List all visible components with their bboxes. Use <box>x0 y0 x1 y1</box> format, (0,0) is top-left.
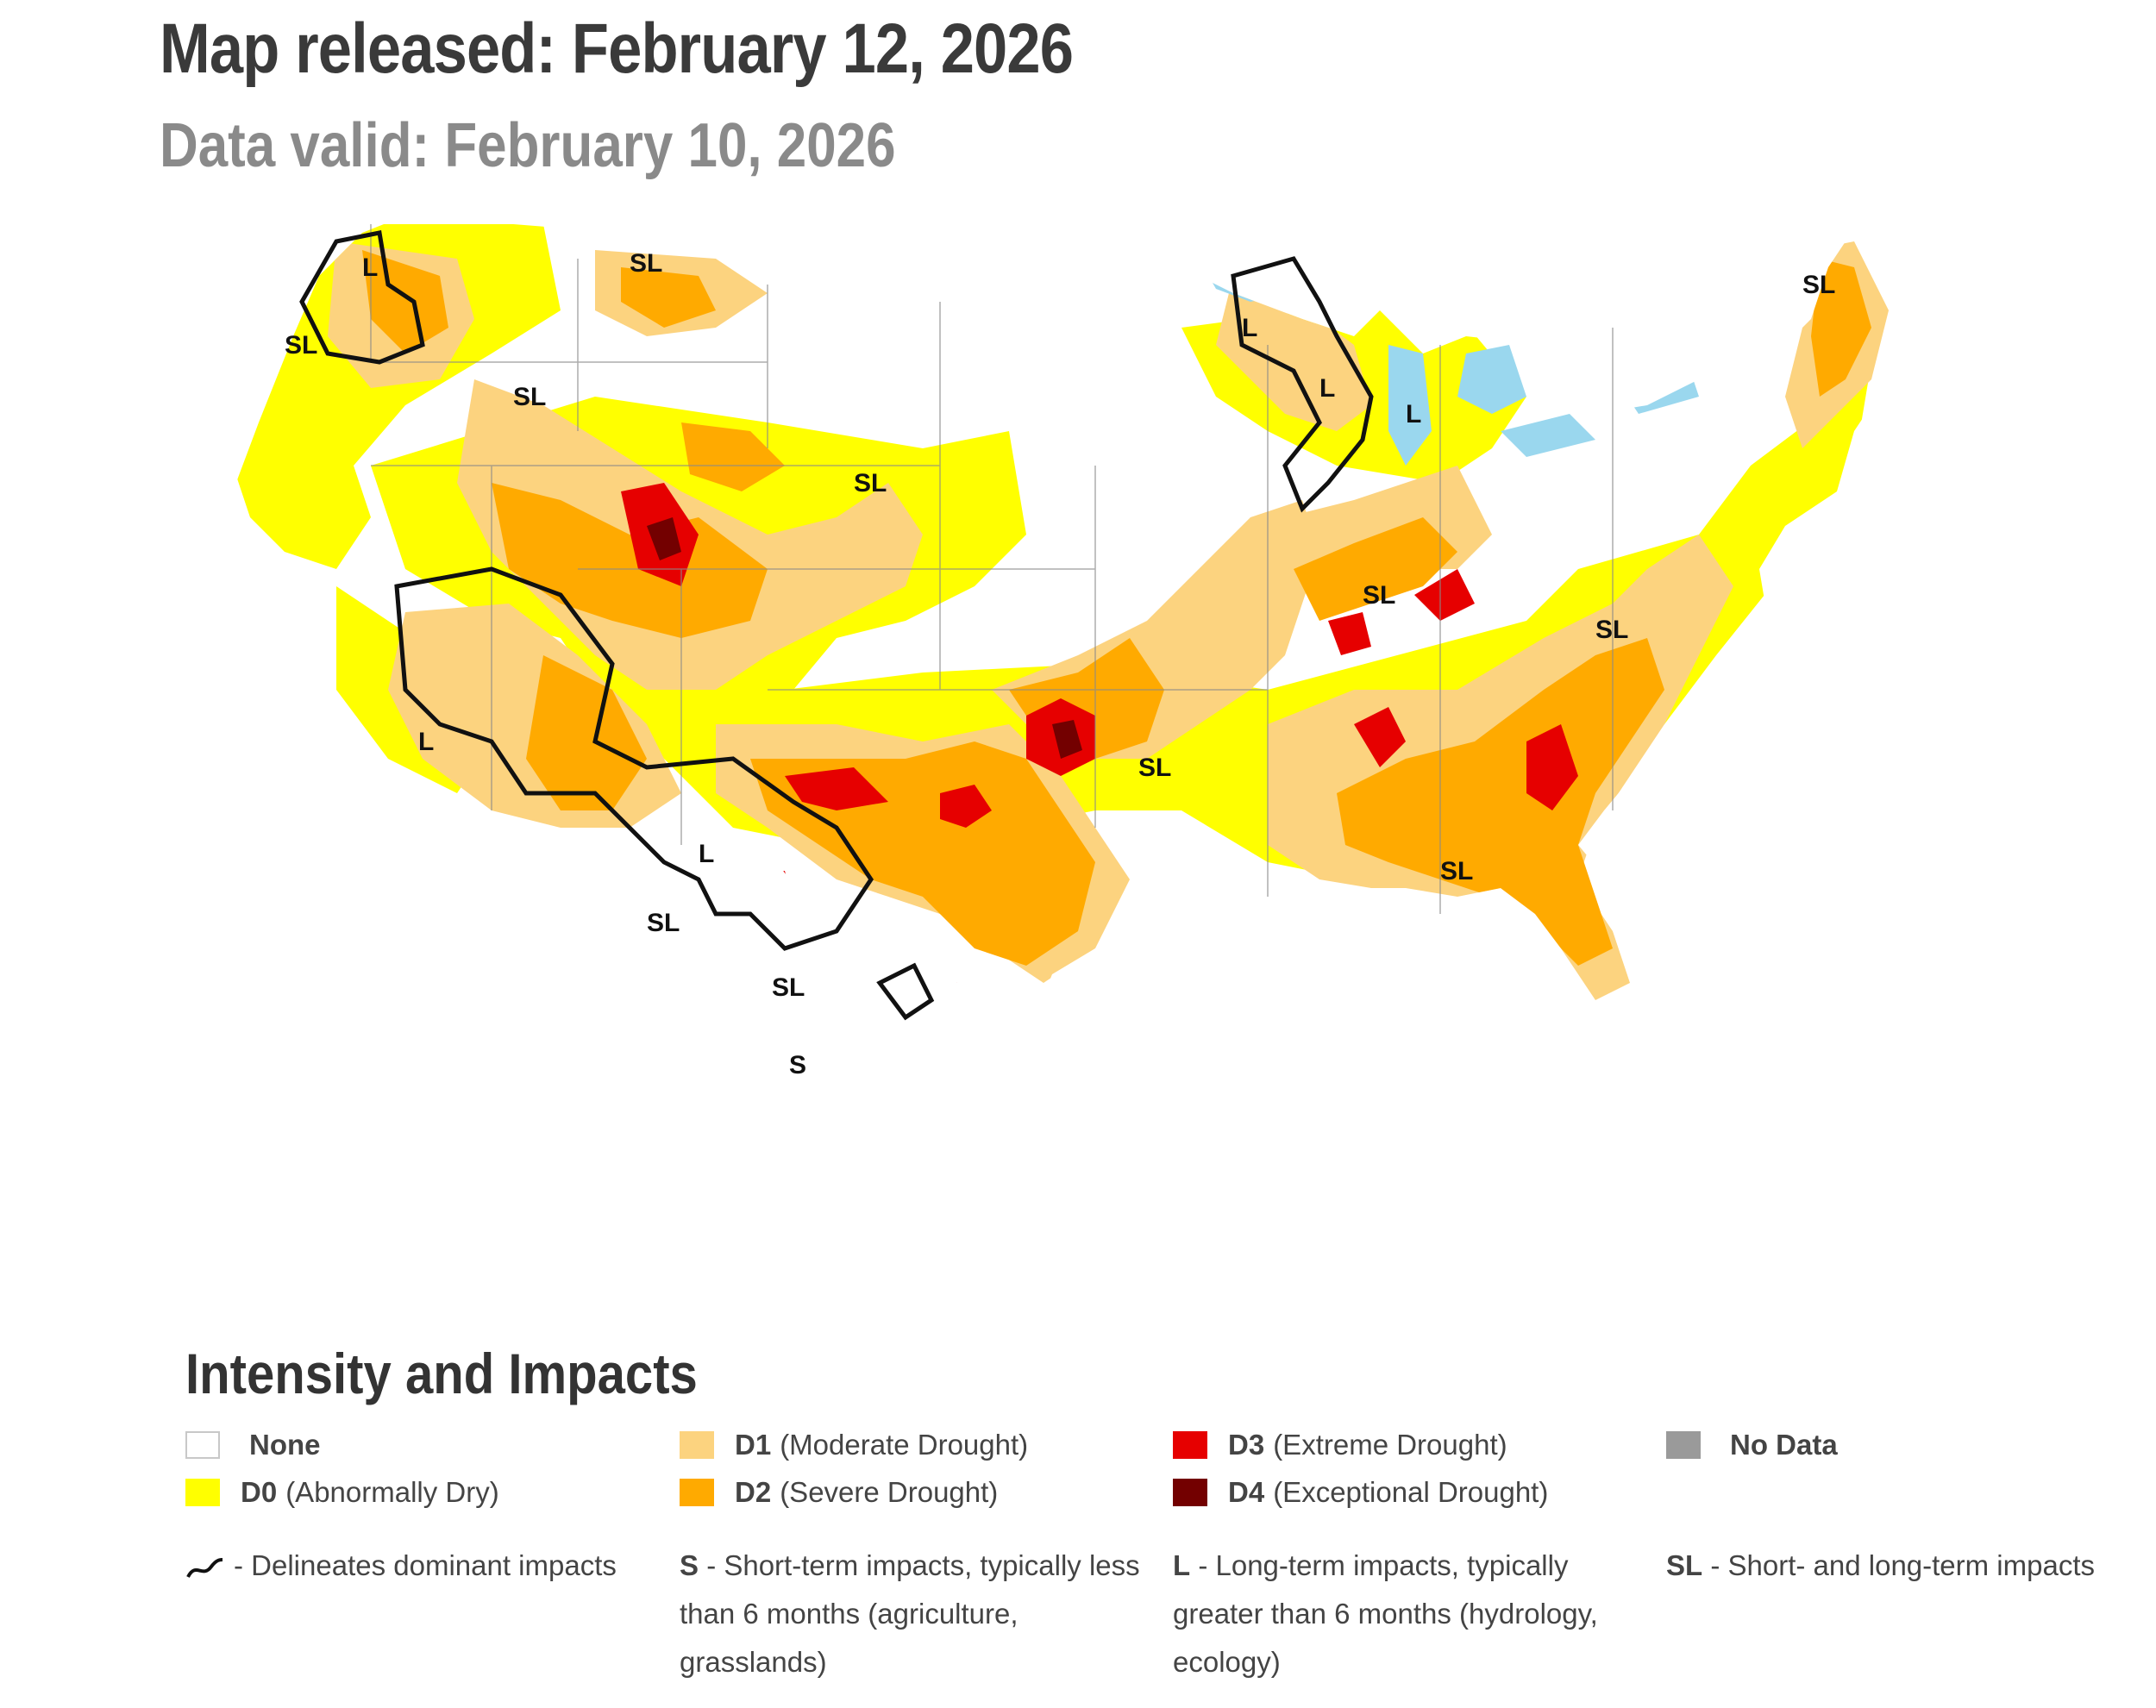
legend-item-none: None <box>185 1429 321 1461</box>
d0-swatch <box>185 1479 220 1506</box>
state-borders <box>370 224 1614 914</box>
impact-label: L <box>1319 374 1335 403</box>
impact-l-text2: greater than 6 months (hydrology, <box>1173 1598 1598 1630</box>
legend-title: Intensity and Impacts <box>185 1342 698 1405</box>
impact-l-legend: L - Long-term impacts, typically greater… <box>1173 1542 1598 1686</box>
impact-sl-text: - Short- and long-term impacts <box>1710 1549 2096 1581</box>
impact-label: L <box>418 728 434 756</box>
impact-s-text2: than 6 months (agriculture, <box>680 1598 1018 1630</box>
legend-code: D1 <box>735 1429 772 1461</box>
impact-label: SL <box>513 383 546 411</box>
impact-label: L <box>1242 314 1257 342</box>
legend-item-d1: D1 (Moderate Drought) <box>680 1429 1028 1461</box>
impact-label: S <box>789 1051 806 1079</box>
impact-line-legend: - Delineates dominant impacts <box>185 1542 617 1590</box>
legend-code: D3 <box>1228 1429 1265 1461</box>
legend-label: (Severe Drought) <box>780 1476 999 1508</box>
d4-region <box>647 517 1082 759</box>
none-swatch <box>185 1431 220 1459</box>
impact-delineations <box>299 230 1374 1021</box>
legend-label: (Abnormally Dry) <box>285 1476 499 1508</box>
legend-label: No Data <box>1730 1429 1838 1461</box>
map-released-title: Map released: February 12, 2026 <box>160 9 1074 88</box>
legend-label: (Exceptional Drought) <box>1273 1476 1549 1508</box>
impact-l-text: - Long-term impacts, typically <box>1198 1549 1569 1581</box>
legend-item-d2: D2 (Severe Drought) <box>680 1476 998 1509</box>
legend-label: (Moderate Drought) <box>780 1429 1029 1461</box>
legend-label: None <box>249 1429 321 1461</box>
impact-l-text3: ecology) <box>1173 1646 1281 1678</box>
impact-label: SL <box>647 909 680 937</box>
legend-code: D0 <box>241 1476 278 1508</box>
impact-label: SL <box>285 331 317 360</box>
impact-label: SL <box>630 249 662 278</box>
legend-item-no-data: No Data <box>1666 1429 1838 1461</box>
impact-label: SL <box>1363 581 1395 610</box>
d2-swatch <box>680 1479 714 1506</box>
impact-label: SL <box>1138 754 1171 782</box>
impact-label: SL <box>1595 616 1628 644</box>
impact-s-text: - Short-term impacts, typically less <box>706 1549 1140 1581</box>
data-valid-subtitle: Data valid: February 10, 2026 <box>160 111 896 180</box>
impact-s-legend: S - Short-term impacts, typically less t… <box>680 1542 1140 1686</box>
legend-item-d4: D4 (Exceptional Drought) <box>1173 1476 1548 1509</box>
d1-swatch <box>680 1431 714 1459</box>
legend-item-d0: D0 (Abnormally Dry) <box>185 1476 499 1509</box>
impact-l-code: L <box>1173 1549 1191 1581</box>
impact-label: L <box>1406 400 1421 429</box>
impact-s-code: S <box>680 1549 699 1581</box>
impact-label: SL <box>854 469 887 497</box>
impact-s-text3: grasslands) <box>680 1646 827 1678</box>
impact-label: L <box>362 253 378 282</box>
legend-label: (Extreme Drought) <box>1273 1429 1507 1461</box>
legend-code: D4 <box>1228 1476 1265 1508</box>
no-data-swatch <box>1666 1431 1701 1459</box>
d4-swatch <box>1173 1479 1207 1506</box>
impact-label: L <box>699 840 714 868</box>
d2-region <box>362 250 1871 966</box>
legend-item-d3: D3 (Extreme Drought) <box>1173 1429 1507 1461</box>
impact-sl-legend: SL - Short- and long-term impacts <box>1666 1542 2095 1590</box>
impact-sl-code: SL <box>1666 1549 1703 1581</box>
d3-swatch <box>1173 1431 1207 1459</box>
impact-label: SL <box>772 973 805 1002</box>
impact-label: SL <box>1802 271 1835 299</box>
impact-labels: L SL SL SL SL L L L SL L SL SL SL L SL S… <box>285 249 1835 1079</box>
impact-line-icon <box>186 1558 223 1579</box>
impact-line-text: - Delineates dominant impacts <box>234 1549 617 1581</box>
us-drought-map: L SL SL SL SL L L L SL L SL SL SL L SL S… <box>233 216 1932 1079</box>
legend-code: D2 <box>735 1476 772 1508</box>
impact-label: SL <box>1440 857 1473 885</box>
